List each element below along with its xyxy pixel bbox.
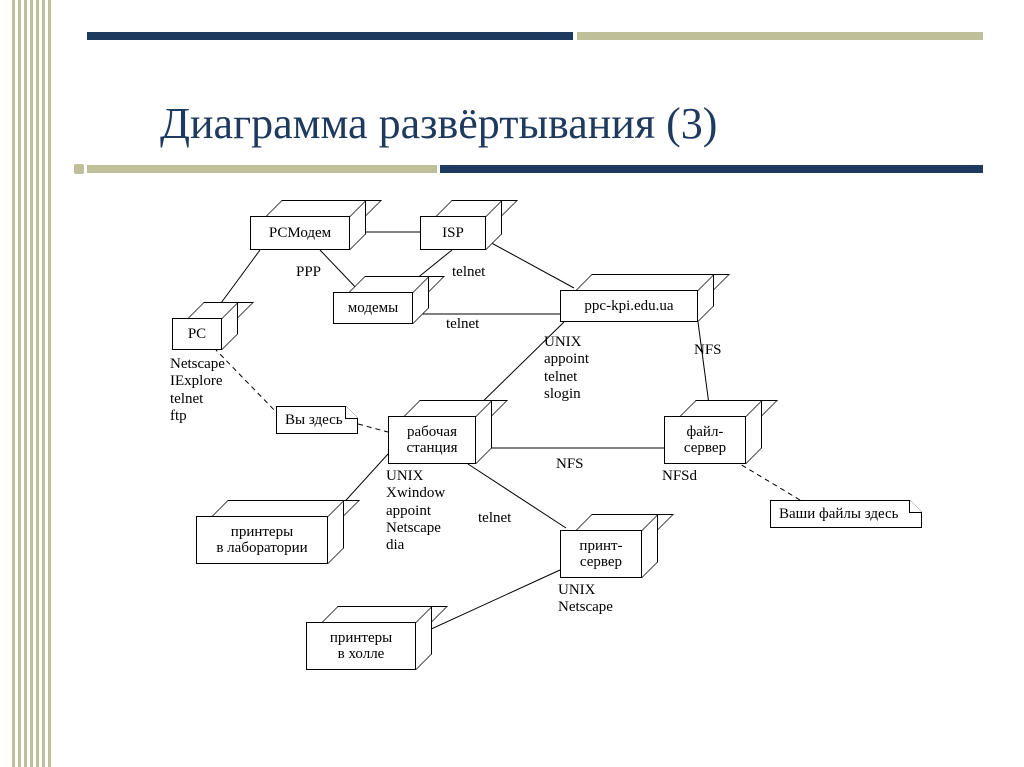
node-printerslab: принтерыв лаборатории [196, 500, 344, 564]
edge-note-here-workstation [358, 424, 388, 432]
node-modems: модемы [333, 276, 429, 324]
edge-printserver-printershall [416, 570, 560, 636]
lbl-ps-soft: UNIX Netscape [558, 582, 613, 617]
node-fileserver: файл-сервер [664, 400, 762, 464]
lbl-unix1: UNIX appoint telnet slogin [544, 334, 589, 403]
node-label-isp: ISP [420, 216, 486, 250]
deployment-diagram: РСМодем ISP PC модемы ppc-kpi.edu.ua рабочаяс… [0, 0, 1024, 767]
node-label-ppc: ppc-kpi.edu.ua [560, 290, 698, 322]
edge-ppc-fileserver [698, 322, 710, 412]
node-label-printerslab: принтерыв лаборатории [196, 516, 328, 564]
lbl-nfs-top: NFS [694, 342, 722, 359]
note-files: Ваши файлы здесь [770, 500, 922, 528]
lbl-nfsd: NFSd [662, 468, 697, 485]
edge-note-files-fileserver [740, 464, 800, 500]
lbl-ws-soft: UNIX Xwindow appoint Netscape dia [386, 468, 445, 554]
node-label-printershall: принтерыв холле [306, 622, 416, 670]
lbl-ppp: PPP [296, 264, 321, 281]
node-label-fileserver: файл-сервер [664, 416, 746, 464]
node-ppc: ppc-kpi.edu.ua [560, 274, 714, 322]
node-label-workstation: рабочаястанция [388, 416, 476, 464]
node-label-pc: PC [172, 318, 222, 350]
edge-note-here-pc [216, 350, 280, 416]
node-printershall: принтерыв холле [306, 606, 432, 670]
lbl-nfs-mid: NFS [556, 456, 584, 473]
node-workstation: рабочаястанция [388, 400, 492, 464]
node-label-printserver: принт-сервер [560, 530, 642, 578]
lbl-telnet2: telnet [446, 316, 479, 333]
node-label-modems: модемы [333, 292, 413, 324]
node-pc: PC [172, 302, 238, 350]
diagram-edges [0, 0, 1024, 767]
node-pcmodem: РСМодем [250, 200, 366, 250]
node-printserver: принт-сервер [560, 514, 658, 578]
lbl-pc-soft: Netscape IExplore telnet ftp [170, 356, 225, 425]
lbl-telnet3: telnet [478, 510, 511, 527]
note-here: Вы здесь [276, 406, 358, 434]
node-label-pcmodem: РСМодем [250, 216, 350, 250]
node-isp: ISP [420, 200, 502, 250]
lbl-telnet1: telnet [452, 264, 485, 281]
